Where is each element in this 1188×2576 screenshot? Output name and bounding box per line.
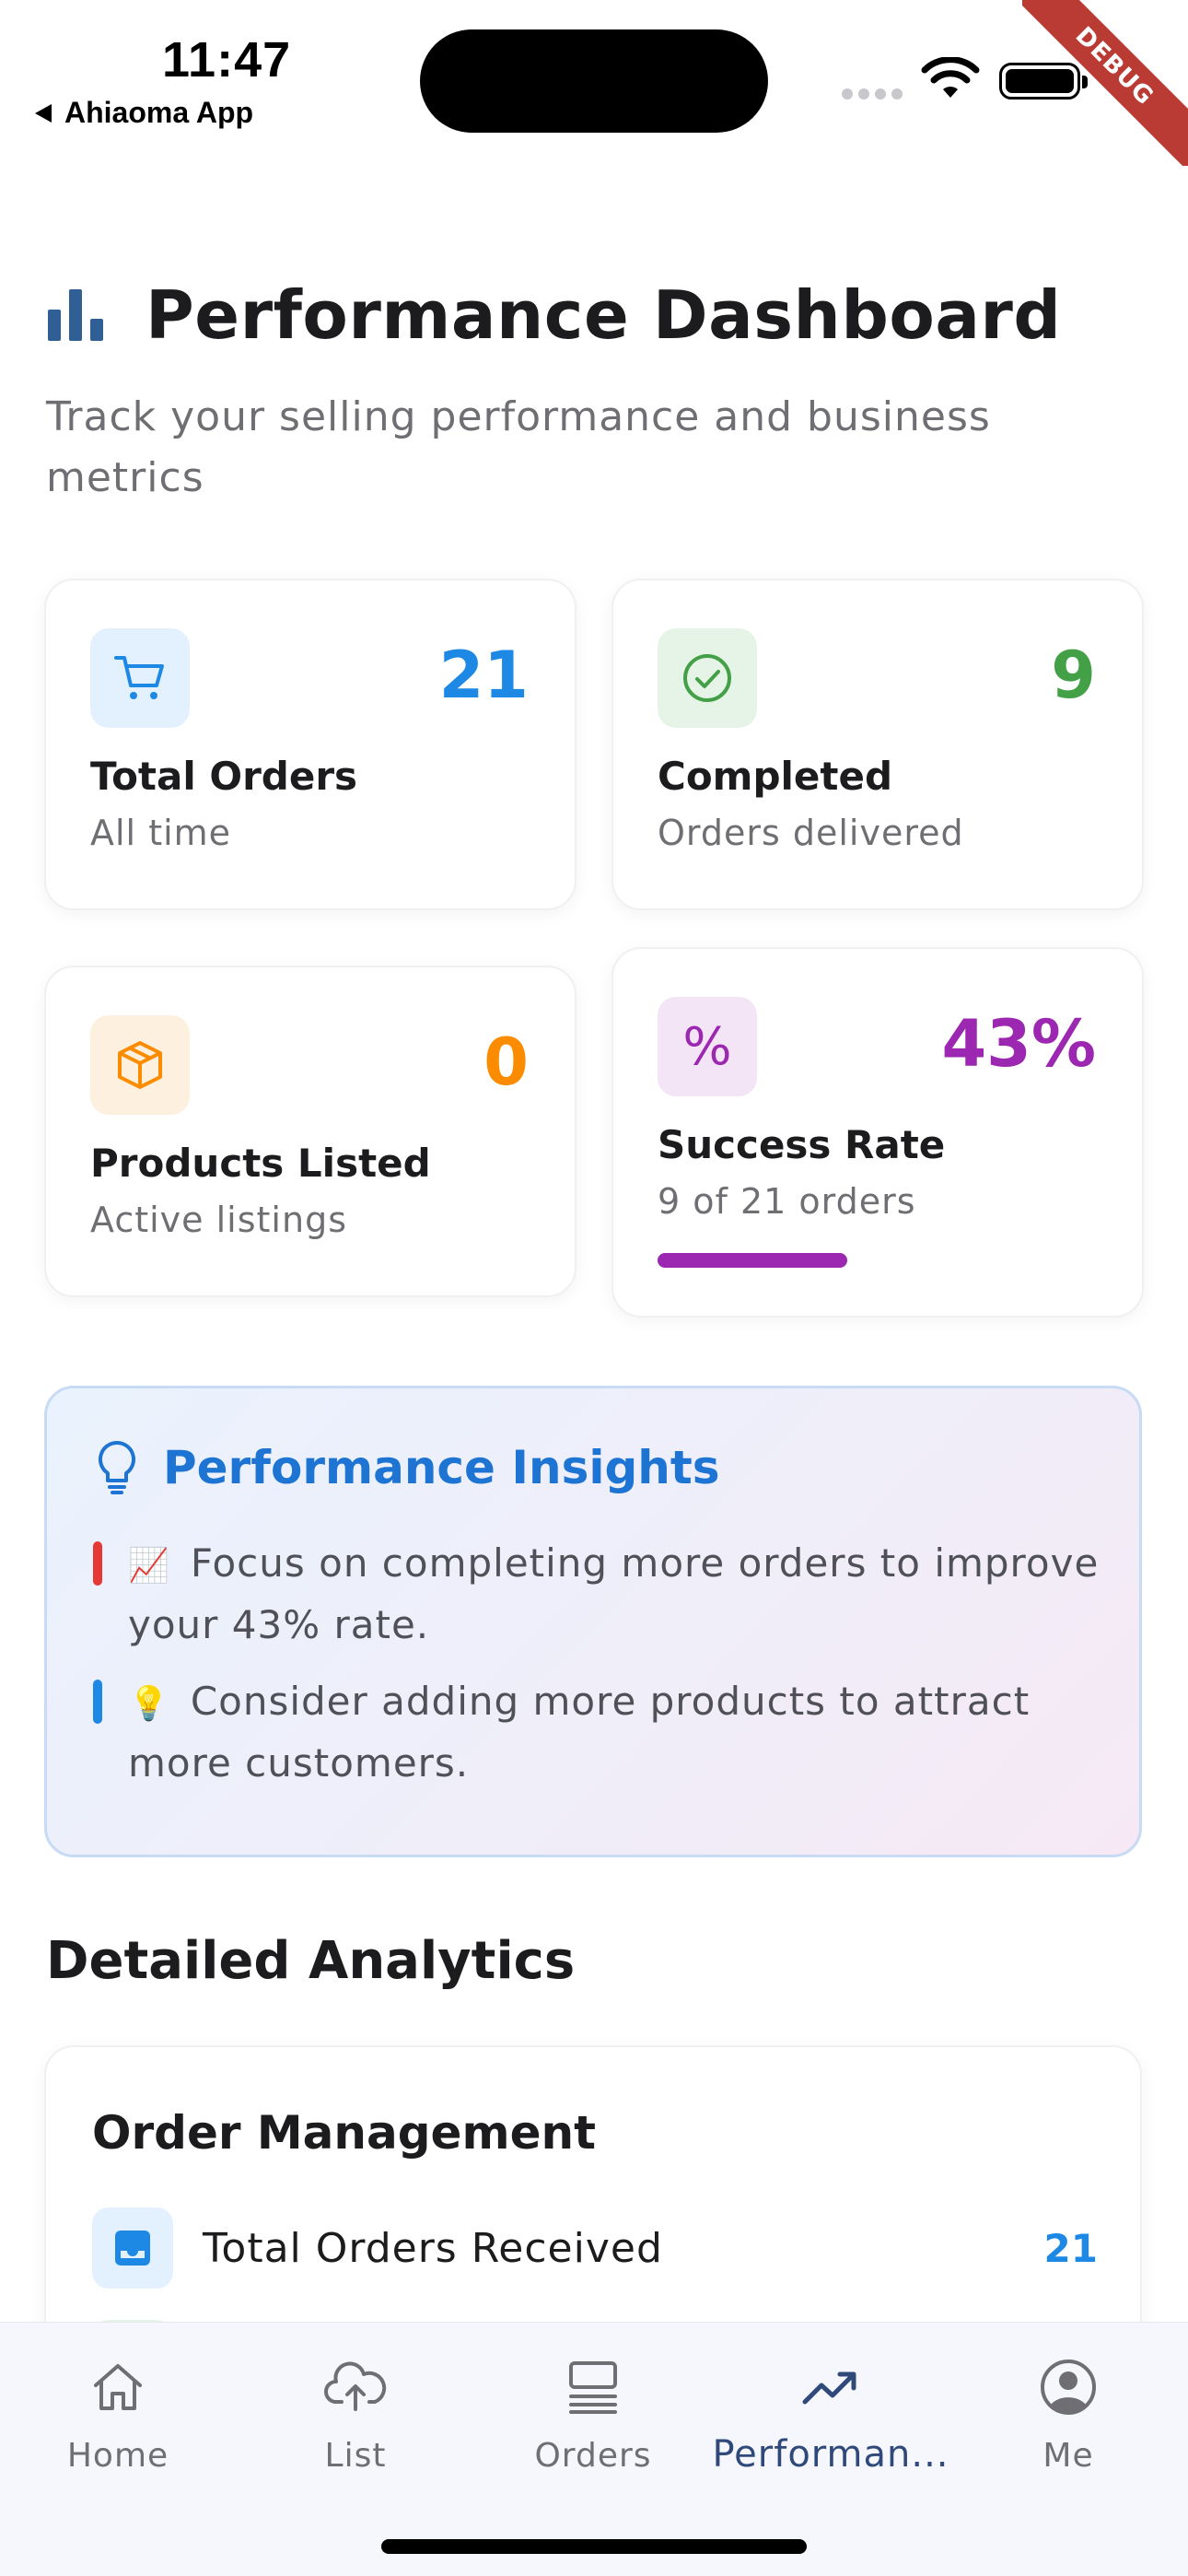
dynamic-island bbox=[420, 29, 768, 133]
cloud-upload-icon bbox=[323, 2350, 388, 2424]
stat-value: 0 bbox=[483, 1025, 529, 1100]
stat-label: Success Rate bbox=[658, 1122, 946, 1167]
nav-item-home[interactable]: Home bbox=[7, 2350, 228, 2475]
nav-item-performance[interactable]: Performan... bbox=[712, 2350, 949, 2476]
nav-label: Home bbox=[66, 2437, 169, 2475]
cellular-signal-icon bbox=[842, 88, 903, 100]
account-circle-icon bbox=[1039, 2350, 1098, 2424]
insight-text: Consider adding more products to attract… bbox=[128, 1679, 1031, 1786]
stat-subtitle: Orders delivered bbox=[658, 813, 964, 853]
insights-header: Performance Insights bbox=[97, 1440, 720, 1495]
stat-label: Completed bbox=[658, 754, 893, 799]
success-rate-progress-bar bbox=[658, 1253, 847, 1268]
bottom-navigation-bar: Home List Orders bbox=[0, 2322, 1188, 2576]
analytics-row-value: 21 bbox=[1043, 2225, 1098, 2271]
stat-card-products-listed[interactable]: 0 Products Listed Active listings bbox=[44, 966, 577, 1297]
stat-label: Products Listed bbox=[90, 1141, 431, 1186]
nav-label: Me bbox=[1042, 2437, 1094, 2475]
lightbulb-icon bbox=[98, 1440, 136, 1494]
nav-label: Orders bbox=[534, 2437, 652, 2475]
insight-item: 📈 Focus on completing more orders to impr… bbox=[93, 1534, 1104, 1655]
nav-label: List bbox=[324, 2437, 387, 2475]
stat-value: 9 bbox=[1051, 638, 1096, 713]
lightbulb-emoji-icon: 💡 bbox=[128, 1685, 170, 1723]
insight-text: Focus on completing more orders to impro… bbox=[128, 1540, 1100, 1647]
chart-increasing-icon: 📈 bbox=[128, 1547, 170, 1585]
nav-item-me[interactable]: Me bbox=[958, 2350, 1179, 2475]
nav-item-orders[interactable]: Orders bbox=[483, 2350, 704, 2475]
trending-up-icon bbox=[801, 2350, 860, 2424]
home-indicator[interactable] bbox=[381, 2539, 807, 2554]
analytics-row-label: Total Orders Received bbox=[203, 2224, 663, 2272]
debug-banner: DEBUG bbox=[1022, 0, 1188, 166]
shopping-cart-icon bbox=[90, 628, 190, 728]
stat-card-success-rate[interactable]: % 43% Success Rate 9 of 21 orders bbox=[611, 947, 1144, 1317]
detailed-analytics-title: Detailed Analytics bbox=[46, 1931, 576, 1991]
page-subtitle: Track your selling performance and busin… bbox=[46, 393, 991, 501]
analytics-row-total-orders-received[interactable]: Total Orders Received 21 bbox=[92, 2207, 1098, 2289]
order-management-title: Order Management bbox=[92, 2106, 596, 2160]
page-title: Performance Dashboard bbox=[146, 276, 1062, 354]
insight-accent-bar bbox=[93, 1680, 102, 1724]
insight-item: 💡 Consider adding more products to attrac… bbox=[93, 1672, 1104, 1793]
wifi-icon bbox=[921, 57, 980, 98]
back-to-app-link[interactable]: Ahiaoma App bbox=[35, 96, 253, 130]
home-icon bbox=[90, 2350, 146, 2424]
orders-list-icon bbox=[565, 2350, 621, 2424]
stat-subtitle: Active listings bbox=[90, 1200, 347, 1240]
insights-title: Performance Insights bbox=[163, 1441, 720, 1494]
nav-item-list[interactable]: List bbox=[245, 2350, 466, 2475]
back-arrow-icon bbox=[35, 103, 52, 123]
back-app-label: Ahiaoma App bbox=[64, 96, 254, 129]
battery-icon bbox=[999, 63, 1088, 100]
stat-card-completed[interactable]: 9 Completed Orders delivered bbox=[611, 579, 1144, 910]
nav-label: Performan... bbox=[712, 2433, 949, 2476]
box-icon bbox=[90, 1015, 190, 1115]
percent-icon: % bbox=[658, 997, 757, 1096]
page-header: Performance Dashboard bbox=[46, 276, 1061, 354]
stat-subtitle: 9 of 21 orders bbox=[658, 1181, 916, 1222]
inbox-icon bbox=[92, 2207, 173, 2289]
performance-insights-panel: Performance Insights 📈 Focus on completin… bbox=[44, 1386, 1142, 1857]
stat-value: 21 bbox=[438, 638, 529, 713]
check-circle-icon bbox=[658, 628, 757, 728]
stat-subtitle: All time bbox=[90, 813, 232, 853]
stat-value: 43% bbox=[941, 1006, 1096, 1082]
debug-banner-label: DEBUG bbox=[1022, 0, 1188, 166]
status-time: 11:47 bbox=[162, 32, 292, 88]
bar-chart-icon bbox=[48, 289, 103, 341]
stat-label: Total Orders bbox=[90, 754, 358, 799]
stat-card-total-orders[interactable]: 21 Total Orders All time bbox=[44, 579, 577, 910]
insight-accent-bar bbox=[93, 1541, 102, 1586]
